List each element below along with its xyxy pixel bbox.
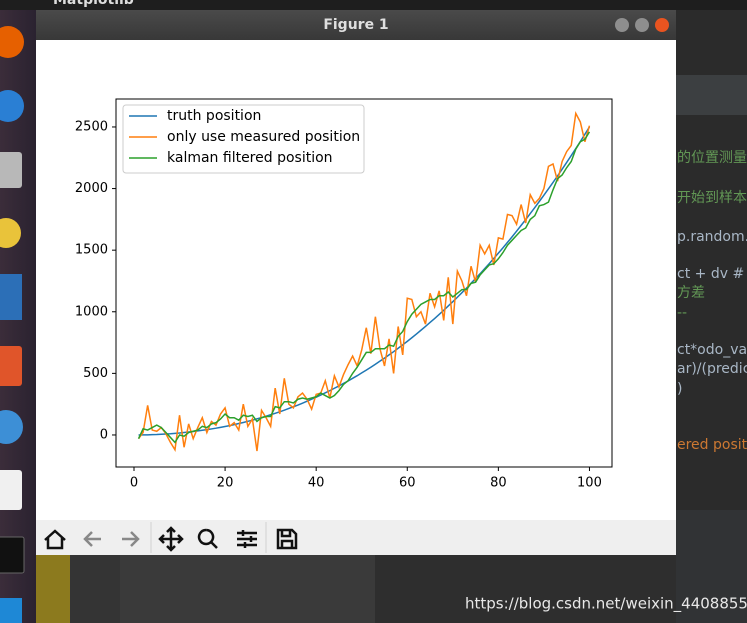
- editor-line: ): [677, 381, 682, 397]
- watermark: https://blog.csdn.net/weixin_44088559: [465, 595, 747, 614]
- minimize-button[interactable]: [615, 18, 629, 32]
- toolbar-icons: [44, 526, 298, 552]
- panel: [375, 555, 676, 623]
- y-tick-label: 0: [100, 427, 108, 442]
- x-tick-label: 60: [399, 476, 416, 491]
- editor-bottom: [676, 510, 747, 623]
- editor-tabbar: [676, 75, 747, 115]
- toolbar: [36, 520, 676, 555]
- help-icon[interactable]: [0, 410, 23, 444]
- amazon-icon[interactable]: [0, 470, 22, 510]
- y-tick-label: 500: [83, 366, 108, 381]
- series-line: [137, 131, 591, 444]
- files-icon[interactable]: [0, 152, 22, 188]
- editor-line: 方差: [677, 285, 705, 301]
- store-icon[interactable]: [0, 346, 22, 386]
- maximize-button[interactable]: [635, 18, 649, 32]
- mail-icon[interactable]: [0, 90, 24, 122]
- editor-line: 的位置测量: [677, 150, 747, 166]
- vscode-icon[interactable]: [0, 598, 22, 623]
- legend-label: truth position: [167, 108, 261, 124]
- editor: [676, 115, 747, 510]
- x-tick-label: 100: [577, 476, 602, 491]
- editor-line: ered positi: [677, 437, 747, 453]
- editor-line: ct + dv # 利: [677, 266, 747, 282]
- back-button[interactable]: [83, 531, 101, 547]
- x-tick-label: 80: [490, 476, 507, 491]
- title-bar: [36, 10, 676, 40]
- panel: [70, 555, 120, 623]
- configure-button[interactable]: [237, 530, 257, 548]
- legend-label: kalman filtered position: [167, 150, 333, 166]
- x-tick-label: 20: [217, 476, 234, 491]
- editor-line: ar)/(predic: [677, 361, 747, 377]
- y-tick-label: 1000: [75, 304, 108, 319]
- terminal-icon[interactable]: [0, 536, 25, 574]
- editor-line: --: [677, 305, 687, 321]
- legend-box: [122, 104, 365, 174]
- home-button[interactable]: [44, 529, 66, 550]
- panel: [120, 555, 375, 623]
- y-tick-label: 2500: [75, 119, 108, 134]
- save-button[interactable]: [276, 528, 298, 550]
- x-tick-label: 40: [308, 476, 325, 491]
- editor-line: p.random.n: [677, 229, 747, 245]
- writer-icon[interactable]: [0, 274, 22, 320]
- pan-button[interactable]: [158, 526, 184, 552]
- firefox-icon[interactable]: [0, 26, 24, 58]
- legend-label: only use measured position: [167, 129, 360, 145]
- top-bar: [0, 0, 747, 10]
- music-icon[interactable]: [0, 218, 21, 248]
- window-title: Figure 1: [323, 17, 388, 33]
- forward-button[interactable]: [122, 531, 140, 547]
- y-tick-label: 2000: [75, 181, 108, 196]
- editor-text: 的位置测量开始到样本数 p.random.n ct + dv # 利方差 -- ct*o…: [677, 150, 747, 453]
- x-tick-label: 0: [130, 476, 138, 491]
- close-button[interactable]: [655, 18, 669, 32]
- top-text: Matplotlib: [53, 0, 134, 8]
- axes-frame: [115, 98, 613, 468]
- wallpaper-strip: [36, 555, 70, 623]
- series-line: [138, 126, 591, 436]
- editor-line: ct*odo_var: [677, 342, 747, 358]
- editor-line: 开始到样本数: [677, 190, 747, 206]
- y-tick-label: 1500: [75, 243, 108, 258]
- zoom-button[interactable]: [197, 528, 218, 549]
